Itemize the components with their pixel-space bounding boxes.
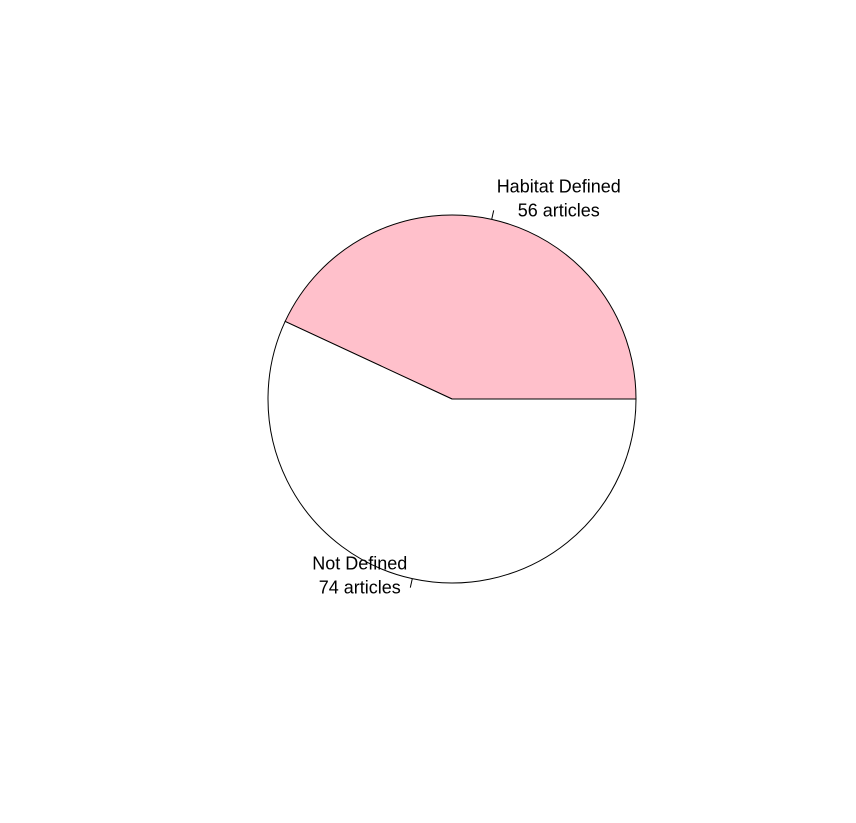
pie-leader-0: [491, 210, 495, 220]
pie-slices: [267, 214, 637, 584]
pie-label-0: Habitat Defined 56 articles: [497, 176, 621, 220]
pie-slice-0: [284, 214, 637, 400]
pie-leader-1: [409, 578, 413, 588]
pie-label-line1-1: Not Defined: [312, 554, 407, 574]
pie-label-line2-0: 56 articles: [518, 200, 600, 220]
pie-label-line2-1: 74 articles: [319, 578, 401, 598]
pie-labels: Habitat Defined 56 articles Not Defined 74 …: [312, 176, 621, 597]
pie-slice-1: [267, 320, 637, 584]
pie-label-line1-0: Habitat Defined: [497, 176, 621, 196]
pie-leader-lines: [409, 210, 495, 588]
pie-label-1: Not Defined 74 articles: [312, 554, 407, 598]
